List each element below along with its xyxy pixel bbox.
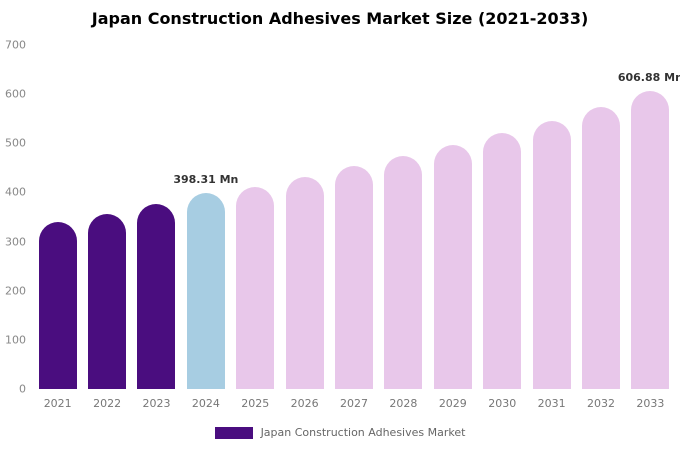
y-tick-label: 400 xyxy=(5,185,26,199)
x-tick-label: 2023 xyxy=(142,397,171,410)
x-tick-label: 2026 xyxy=(290,397,319,410)
bar-2027 xyxy=(335,166,374,389)
y-tick-label: 300 xyxy=(5,235,26,249)
bar-value-label: 398.31 Mn xyxy=(173,173,239,187)
bar-2021 xyxy=(38,221,77,389)
bar-slot: 606.88 Mn xyxy=(618,45,680,389)
bar-2026 xyxy=(285,176,324,389)
x-tick-label: 2033 xyxy=(636,397,665,410)
y-tick-label: 600 xyxy=(5,87,26,101)
bar-slot xyxy=(82,45,131,389)
bar-2030 xyxy=(483,132,522,389)
bar-2022 xyxy=(88,214,127,389)
bar-2028 xyxy=(384,156,423,389)
bar-slot xyxy=(379,45,428,389)
bar-2031 xyxy=(532,120,571,389)
bar-slot xyxy=(478,45,527,389)
y-tick-label: 200 xyxy=(5,284,26,298)
x-tick-label: 2031 xyxy=(537,397,566,410)
legend-swatch xyxy=(214,426,253,439)
bar-2023 xyxy=(137,204,176,389)
bar-slot xyxy=(280,45,329,389)
bar-slot xyxy=(132,45,181,389)
bar-slot xyxy=(33,45,82,389)
chart-title: Japan Construction Adhesives Market Size… xyxy=(91,9,589,28)
y-tick-label: 500 xyxy=(5,136,26,150)
y-tick-label: 700 xyxy=(5,38,26,52)
x-tick-label: 2027 xyxy=(340,397,369,410)
x-tick-label: 2029 xyxy=(438,397,467,410)
bar-2025 xyxy=(236,186,275,389)
bar-2033 xyxy=(631,90,670,389)
bar-2029 xyxy=(433,144,472,389)
bar-slot xyxy=(576,45,625,389)
bar-value-label: 606.88 Mn xyxy=(617,70,680,84)
bar-slot xyxy=(329,45,378,389)
bar-slot xyxy=(527,45,576,389)
bar-slot xyxy=(231,45,280,389)
legend: Japan Construction Adhesives Market xyxy=(0,426,680,439)
x-tick-label: 2030 xyxy=(488,397,517,410)
bar-2024 xyxy=(186,193,225,389)
legend-label: Japan Construction Adhesives Market xyxy=(260,426,466,439)
x-tick-label: 2032 xyxy=(586,397,615,410)
x-tick-label: 2024 xyxy=(191,397,220,410)
bar-2032 xyxy=(581,107,620,389)
x-tick-label: 2028 xyxy=(389,397,418,410)
y-tick-label: 0 xyxy=(19,382,26,396)
plot-area: 398.31 Mn 606.88 Mn xyxy=(33,45,680,389)
x-tick-label: 2025 xyxy=(241,397,270,410)
x-tick-label: 2021 xyxy=(43,397,72,410)
bar-slot: 398.31 Mn xyxy=(173,45,238,389)
y-axis: 0 100 200 300 400 500 600 700 xyxy=(0,39,28,396)
bar-slot xyxy=(428,45,477,389)
x-axis: 2021 2022 2023 2024 2025 2026 2027 2028 2029 2030… xyxy=(33,397,675,410)
y-tick-label: 100 xyxy=(5,333,26,347)
x-tick-label: 2022 xyxy=(93,397,122,410)
